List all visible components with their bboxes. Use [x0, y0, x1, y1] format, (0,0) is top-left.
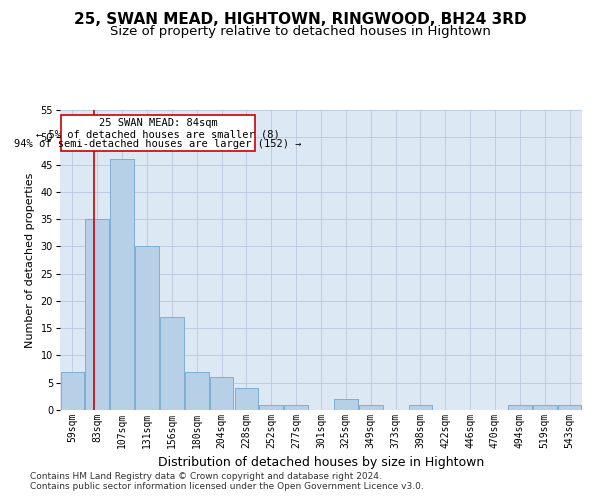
Bar [110, 159, 134, 410]
X-axis label: Distribution of detached houses by size in Hightown: Distribution of detached houses by size … [158, 456, 484, 469]
Text: Contains public sector information licensed under the Open Government Licence v3: Contains public sector information licen… [30, 482, 424, 491]
FancyBboxPatch shape [61, 116, 255, 151]
Text: Contains HM Land Registry data © Crown copyright and database right 2024.: Contains HM Land Registry data © Crown c… [30, 472, 382, 481]
Bar [284, 404, 308, 410]
Bar [533, 404, 557, 410]
Bar [85, 219, 109, 410]
Text: 94% of semi-detached houses are larger (152) →: 94% of semi-detached houses are larger (… [14, 140, 302, 149]
Bar [235, 388, 258, 410]
Bar [259, 404, 283, 410]
Text: Size of property relative to detached houses in Hightown: Size of property relative to detached ho… [110, 25, 490, 38]
Bar [334, 399, 358, 410]
Bar [409, 404, 432, 410]
Bar [61, 372, 84, 410]
Y-axis label: Number of detached properties: Number of detached properties [25, 172, 35, 348]
Bar [359, 404, 383, 410]
Bar [508, 404, 532, 410]
Bar [160, 318, 184, 410]
Text: 25, SWAN MEAD, HIGHTOWN, RINGWOOD, BH24 3RD: 25, SWAN MEAD, HIGHTOWN, RINGWOOD, BH24 … [74, 12, 526, 28]
Text: 25 SWAN MEAD: 84sqm: 25 SWAN MEAD: 84sqm [99, 118, 218, 128]
Bar [558, 404, 581, 410]
Bar [210, 378, 233, 410]
Bar [135, 246, 159, 410]
Text: ← 5% of detached houses are smaller (8): ← 5% of detached houses are smaller (8) [37, 129, 280, 139]
Bar [185, 372, 209, 410]
